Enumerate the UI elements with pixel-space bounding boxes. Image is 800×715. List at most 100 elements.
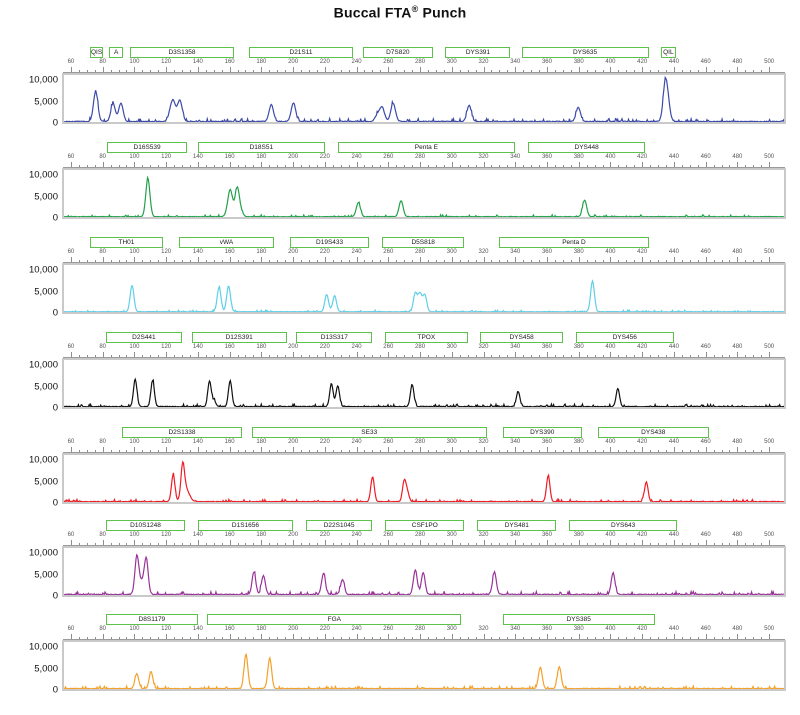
marker-box[interactable]: D18S51 — [197, 142, 325, 153]
marker-box[interactable]: FGA — [207, 614, 462, 625]
marker-box[interactable]: vWA — [178, 237, 275, 248]
trace-plot-red[interactable] — [62, 453, 786, 504]
marker-box[interactable]: SE33 — [251, 427, 487, 438]
axis-tick-minor — [713, 69, 715, 72]
marker-box[interactable]: D2S441 — [105, 332, 182, 343]
axis-tick-minor — [570, 69, 572, 72]
marker-box[interactable]: D19S433 — [289, 237, 370, 248]
axis-tick-label: 60 — [67, 532, 75, 538]
axis-tick-major — [229, 352, 231, 357]
marker-box[interactable]: Penta D — [499, 237, 649, 248]
axis-tick-minor — [364, 449, 366, 452]
axis-tick-minor — [332, 449, 334, 452]
axis-tick-label: 440 — [668, 344, 679, 350]
axis-tick-minor — [189, 69, 191, 72]
axis-tick-label: 120 — [161, 439, 172, 445]
axis-tick-minor — [562, 164, 564, 167]
axis-tick-minor — [689, 449, 691, 452]
axis-tick-minor — [721, 259, 723, 262]
axis-tick-minor — [531, 636, 533, 639]
marker-box[interactable]: D13S317 — [296, 332, 373, 343]
trace-plot-blue[interactable] — [62, 73, 786, 124]
marker-box[interactable]: D12S391 — [191, 332, 287, 343]
axis-tick-minor — [253, 354, 255, 357]
marker-box[interactable]: D8S1179 — [105, 614, 198, 625]
marker-box[interactable]: D3S1358 — [129, 47, 235, 58]
marker-box[interactable]: D7S820 — [362, 47, 433, 58]
axis-tick-minor — [205, 164, 207, 167]
axis-tick-minor — [761, 354, 763, 357]
axis-tick-minor — [110, 449, 112, 452]
marker-box[interactable]: CSF1PO — [385, 520, 465, 531]
axis-tick-minor — [94, 542, 96, 545]
marker-box[interactable]: DYS481 — [477, 520, 557, 531]
axis-tick-major — [420, 540, 422, 545]
marker-box[interactable]: D16S539 — [107, 142, 187, 153]
marker-box[interactable]: D1S1656 — [197, 520, 294, 531]
axis-tick-minor — [126, 449, 128, 452]
trace-svg — [64, 548, 784, 595]
marker-box[interactable]: A — [109, 47, 124, 58]
axis-tick-label: 320 — [478, 344, 489, 350]
axis-tick-minor — [285, 542, 287, 545]
axis-tick-label: 80 — [99, 626, 106, 632]
y-axis-label: 0 — [52, 402, 58, 414]
axis-tick-minor — [467, 354, 469, 357]
marker-box[interactable]: D5S818 — [381, 237, 465, 248]
marker-row: D2S441 D12S391 D13S317 TPOX DYS458 DYS456 — [0, 332, 800, 344]
marker-box[interactable]: TPOX — [385, 332, 468, 343]
axis-tick-major — [166, 162, 168, 167]
axis-tick-label: 120 — [161, 249, 172, 255]
axis-tick-major — [610, 352, 612, 357]
axis-tick-label: 120 — [161, 344, 172, 350]
marker-box[interactable]: QIS — [89, 47, 103, 58]
axis-tick-minor — [340, 636, 342, 639]
axis-tick-minor — [459, 259, 461, 262]
axis-tick-minor — [182, 69, 183, 72]
trace-plot-cyan[interactable] — [62, 263, 786, 314]
marker-box[interactable]: TH01 — [89, 237, 163, 248]
axis-tick-minor — [491, 542, 493, 545]
axis-tick-minor — [110, 354, 112, 357]
axis-tick-minor — [245, 69, 247, 72]
y-axis: 10,000 5,000 0 — [0, 641, 62, 696]
trace-plot-green[interactable] — [62, 168, 786, 219]
marker-box[interactable]: QIL — [661, 47, 676, 58]
trace-svg — [64, 642, 784, 689]
axis-tick-minor — [404, 542, 406, 545]
axis-tick-minor — [332, 354, 334, 357]
marker-box[interactable]: DYS385 — [502, 614, 655, 625]
axis-tick-major — [705, 257, 707, 262]
axis-tick-major — [546, 257, 548, 262]
marker-box[interactable]: DYS456 — [575, 332, 674, 343]
trace-plot-purple[interactable] — [62, 546, 786, 597]
marker-box[interactable]: DYS458 — [480, 332, 563, 343]
axis-tick-label: 460 — [700, 249, 711, 255]
trace-plot-orange[interactable] — [62, 640, 786, 691]
axis-tick-minor — [475, 449, 477, 452]
marker-box[interactable]: D21S11 — [248, 47, 354, 58]
axis-tick-minor — [245, 164, 247, 167]
axis-tick-minor — [459, 354, 461, 357]
marker-box[interactable]: DYS438 — [597, 427, 709, 438]
marker-box[interactable]: Penta E — [337, 142, 516, 153]
axis-tick-minor — [78, 354, 80, 357]
trace-plot-black[interactable] — [62, 358, 786, 409]
marker-box[interactable]: DYS635 — [521, 47, 649, 58]
marker-box[interactable]: D10S1248 — [105, 520, 186, 531]
axis-tick-label: 240 — [351, 59, 362, 65]
marker-row: QIS A D3S1358 D21S11 D7S820 DYS391 DYS635 QIL — [0, 47, 800, 59]
axis-tick-minor — [78, 69, 80, 72]
axis-tick-label: 80 — [99, 249, 106, 255]
marker-box[interactable]: D2S1338 — [121, 427, 243, 438]
marker-box[interactable]: DYS643 — [569, 520, 678, 531]
marker-box[interactable]: D22S1045 — [305, 520, 373, 531]
axis-tick-minor — [713, 354, 715, 357]
axis-tick-minor — [507, 636, 509, 639]
axis-tick-major — [578, 67, 580, 72]
axis-tick-label: 240 — [351, 532, 362, 538]
marker-box[interactable]: DYS448 — [527, 142, 646, 153]
marker-row: TH01 vWA D19S433 D5S818 Penta D — [0, 237, 800, 249]
marker-box[interactable]: DYS391 — [445, 47, 511, 58]
marker-box[interactable]: DYS390 — [502, 427, 582, 438]
